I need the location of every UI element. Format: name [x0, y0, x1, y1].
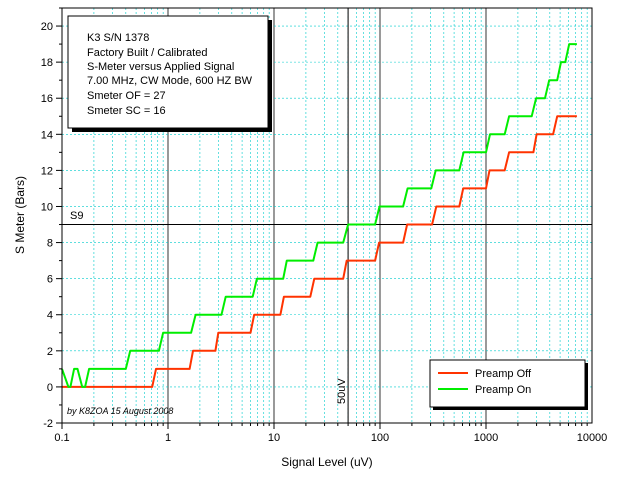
- x-tick-label: 1: [165, 432, 171, 444]
- tick-group: 0.1 1 10 100 1000 10000 -2 0 2 4 6 8 10 12 14 16 18 20: [41, 7, 608, 444]
- info-line-5: Smeter OF = 27: [87, 90, 166, 102]
- info-line-3: S-Meter versus Applied Signal: [87, 61, 234, 73]
- y-tick-label: 2: [47, 346, 53, 358]
- plot-frame: [61, 7, 593, 424]
- x-tick-label: 10000: [577, 432, 608, 444]
- info-line-2: Factory Built / Calibrated: [87, 47, 207, 59]
- y-tick-label: 8: [47, 238, 53, 250]
- y-tick-label: 16: [41, 93, 53, 105]
- series-group: [61, 43, 577, 388]
- credit-text: by K8ZOA 15 August 2008: [67, 406, 173, 416]
- y-axis-title: S Meter (Bars): [13, 176, 27, 254]
- y-tick-label: 18: [41, 57, 53, 69]
- info-box: K3 S/N 1378 Factory Built / Calibrated S…: [67, 15, 272, 132]
- x-tick-label: 10: [268, 432, 280, 444]
- series-line-preamp-on: [61, 43, 577, 388]
- x-tick-label: 0.1: [54, 432, 69, 444]
- s9-label: S9: [70, 210, 83, 222]
- legend: Preamp Off Preamp On: [429, 359, 588, 410]
- legend-frame: [429, 359, 586, 408]
- y-tick-label: -2: [43, 418, 53, 430]
- info-line-6: Smeter SC = 16: [87, 105, 166, 117]
- info-line-4: 7.00 MHz, CW Mode, 600 HZ BW: [87, 75, 253, 87]
- y-tick-label: 12: [41, 165, 53, 177]
- legend-label-preamp-off: Preamp Off: [475, 368, 532, 380]
- y-tick-label: 20: [41, 21, 53, 33]
- x-axis-title: Signal Level (uV): [281, 455, 372, 469]
- legend-label-preamp-on: Preamp On: [475, 384, 531, 396]
- y-tick-label: 4: [47, 310, 53, 322]
- y-tick-label: 0: [47, 382, 53, 394]
- x-tick-label: 1000: [474, 432, 498, 444]
- y-tick-label: 14: [41, 129, 53, 141]
- y-tick-label: 10: [41, 201, 53, 213]
- 50uv-label: 50uV: [336, 378, 348, 404]
- series-line-preamp-off: [62, 115, 577, 388]
- y-tick-label: 6: [47, 274, 53, 286]
- x-tick-label: 100: [371, 432, 389, 444]
- info-line-1: K3 S/N 1378: [87, 32, 149, 44]
- info-box-frame: [67, 15, 269, 129]
- reference-lines: [62, 8, 592, 423]
